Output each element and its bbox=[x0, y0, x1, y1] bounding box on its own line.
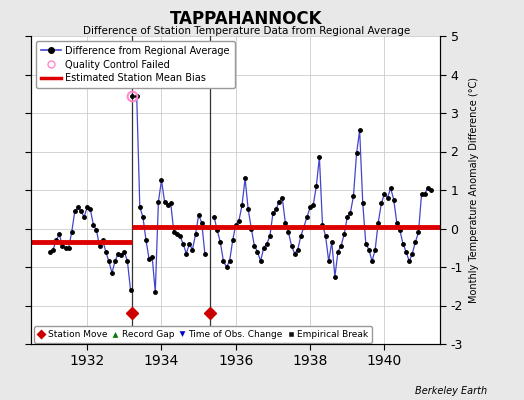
Y-axis label: Monthly Temperature Anomaly Difference (°C): Monthly Temperature Anomaly Difference (… bbox=[468, 77, 478, 303]
Legend: Station Move, Record Gap, Time of Obs. Change, Empirical Break: Station Move, Record Gap, Time of Obs. C… bbox=[34, 326, 372, 342]
Text: TAPPAHANNOCK: TAPPAHANNOCK bbox=[170, 10, 323, 28]
Text: Berkeley Earth: Berkeley Earth bbox=[415, 386, 487, 396]
Text: Difference of Station Temperature Data from Regional Average: Difference of Station Temperature Data f… bbox=[83, 26, 410, 36]
